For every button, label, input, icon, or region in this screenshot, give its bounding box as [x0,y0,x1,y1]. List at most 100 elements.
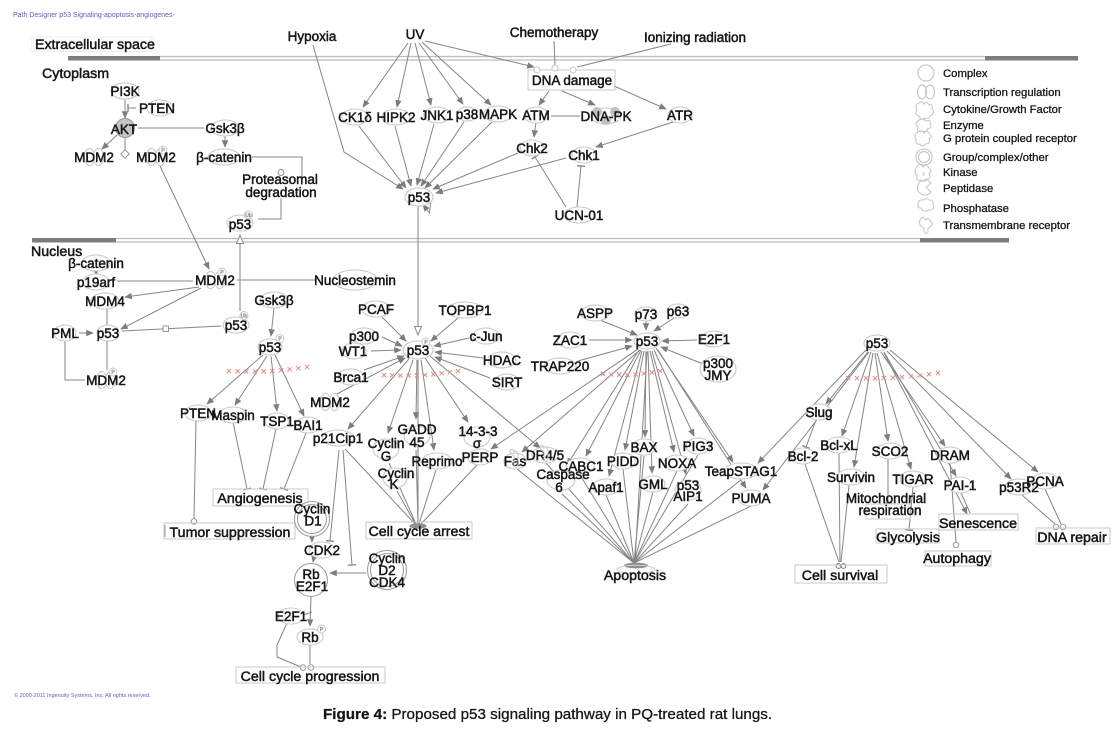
svg-text:Figure 4: Proposed p53 signali: Figure 4: Proposed p53 signaling pathway… [323,706,772,723]
svg-text:PML: PML [51,326,79,341]
svg-text:6: 6 [555,480,563,495]
svg-text:TIGAR: TIGAR [892,472,934,487]
svg-text:p19arf: p19arf [77,275,116,290]
svg-text:BAX: BAX [630,440,657,455]
svg-text:NOXA: NOXA [658,456,696,471]
svg-text:CK1δ: CK1δ [338,110,372,125]
svg-text:TeapSTAG1: TeapSTAG1 [705,464,778,479]
svg-text:Path Designer p53 Signaling-ap: Path Designer p53 Signaling-apoptosis-an… [13,12,176,19]
svg-text:HDAC: HDAC [483,353,522,368]
svg-text:AKT: AKT [111,122,137,137]
svg-text:p53: p53 [407,343,430,358]
svg-text:Ub: Ub [245,213,252,219]
svg-text:Extracellular space: Extracellular space [35,37,155,53]
svg-text:Survivin: Survivin [827,470,875,485]
svg-text:WT1: WT1 [339,344,368,359]
svg-text:MDM2: MDM2 [136,150,176,165]
svg-text:TSP1: TSP1 [260,414,294,429]
svg-text:SIRT: SIRT [492,375,523,390]
svg-text:P: P [278,337,282,343]
svg-text:c-Jun: c-Jun [469,329,502,344]
svg-text:Cytokine/Growth Factor: Cytokine/Growth Factor [943,104,1062,116]
svg-text:p63: p63 [667,304,690,319]
svg-text:p53R2: p53R2 [999,480,1039,495]
svg-text:p53: p53 [225,318,248,333]
svg-text:Fas: Fas [504,454,527,469]
svg-text:HIPK2: HIPK2 [376,110,415,125]
svg-text:Cell cycle progression: Cell cycle progression [241,669,380,685]
svg-text:TRAP220: TRAP220 [531,359,590,374]
svg-text:p73: p73 [635,307,658,322]
svg-text:Chk1: Chk1 [568,148,600,163]
svg-text:Ub: Ub [241,314,248,320]
svg-text:CABC1: CABC1 [558,459,603,474]
svg-text:p53: p53 [97,326,120,341]
svg-text:Nucleostemin: Nucleostemin [314,273,396,288]
svg-text:Cytoplasm: Cytoplasm [42,66,109,82]
svg-text:MAPK: MAPK [479,107,517,122]
svg-text:PAI-1: PAI-1 [944,478,977,493]
svg-text:p53: p53 [408,190,431,205]
svg-text:Ionizing radiation: Ionizing radiation [644,30,746,45]
svg-text:PIDD: PIDD [607,454,640,469]
svg-text:p53: p53 [866,336,889,351]
svg-text:Chk2: Chk2 [516,141,548,156]
svg-text:Gsk3β: Gsk3β [254,293,294,308]
svg-text:GML: GML [638,477,668,492]
svg-text:DRAM: DRAM [930,448,970,463]
svg-text:D1: D1 [304,514,321,529]
svg-text:MDM2: MDM2 [310,395,350,410]
svg-text:Angiogenesis: Angiogenesis [217,491,302,507]
svg-text:Transcription regulation: Transcription regulation [943,87,1061,99]
svg-text:Chemotherapy: Chemotherapy [510,25,599,40]
svg-text:σ: σ [473,436,482,451]
svg-text:Senescence: Senescence [939,516,1017,532]
svg-text:p300: p300 [349,329,379,344]
svg-text:© 2000-2011 Ingenuity Systems,: © 2000-2011 Ingenuity Systems, Inc. All … [14,692,151,699]
svg-text:Tumor suppression: Tumor suppression [170,525,291,541]
svg-text:p53: p53 [636,334,659,349]
svg-text:CDK4: CDK4 [369,575,406,590]
svg-text:BAI1: BAI1 [293,418,322,433]
svg-text:ZAC1: ZAC1 [553,333,588,348]
svg-text:Glycolysis: Glycolysis [876,530,940,546]
svg-text:Hypoxia: Hypoxia [288,29,337,44]
svg-text:MDM2: MDM2 [86,373,126,388]
svg-text:Apoptosis: Apoptosis [604,568,666,584]
svg-text:p38: p38 [456,107,479,122]
svg-text:Cell survival: Cell survival [802,568,878,584]
svg-text:Cyclin: Cyclin [368,436,405,451]
svg-text:p21Cip1: p21Cip1 [313,431,363,446]
svg-text:G protein coupled receptor: G protein coupled receptor [943,133,1077,145]
svg-text:Rb: Rb [302,567,319,582]
svg-text:MDM2: MDM2 [195,273,235,288]
svg-text:Cyclin: Cyclin [378,466,415,481]
svg-text:p53: p53 [259,340,282,355]
svg-text:UV: UV [406,27,425,42]
svg-text:Bcl-xL: Bcl-xL [820,438,858,453]
svg-text:DR4/5: DR4/5 [526,448,564,463]
svg-text:K: K [389,477,398,492]
svg-text:ATR: ATR [667,108,693,123]
svg-text:P: P [320,627,324,633]
svg-text:E2F1: E2F1 [296,579,328,594]
svg-text:JNK1: JNK1 [420,108,453,123]
svg-text:Gsk3β: Gsk3β [205,121,245,136]
svg-text:E2F1: E2F1 [275,609,307,624]
svg-text:Kinase: Kinase [943,167,978,179]
svg-text:p53: p53 [229,217,252,232]
svg-text:14-3-3: 14-3-3 [458,424,497,439]
svg-text:Phosphatase: Phosphatase [943,203,1009,215]
svg-text:PI3K: PI3K [110,84,139,99]
svg-text:GADD: GADD [397,422,436,437]
svg-text:Transmembrane receptor: Transmembrane receptor [943,220,1070,232]
svg-text:degradation: degradation [245,185,316,200]
svg-text:Caspase: Caspase [536,467,589,482]
svg-text:AIP1: AIP1 [673,489,702,504]
svg-text:Cyclin: Cyclin [294,502,331,517]
svg-text:ATM: ATM [522,108,550,123]
svg-text:Maspin: Maspin [211,408,255,423]
svg-text:PIG3: PIG3 [683,439,714,454]
svg-text:DNA repair: DNA repair [1037,530,1107,546]
svg-text:β-catenin: β-catenin [196,150,252,165]
